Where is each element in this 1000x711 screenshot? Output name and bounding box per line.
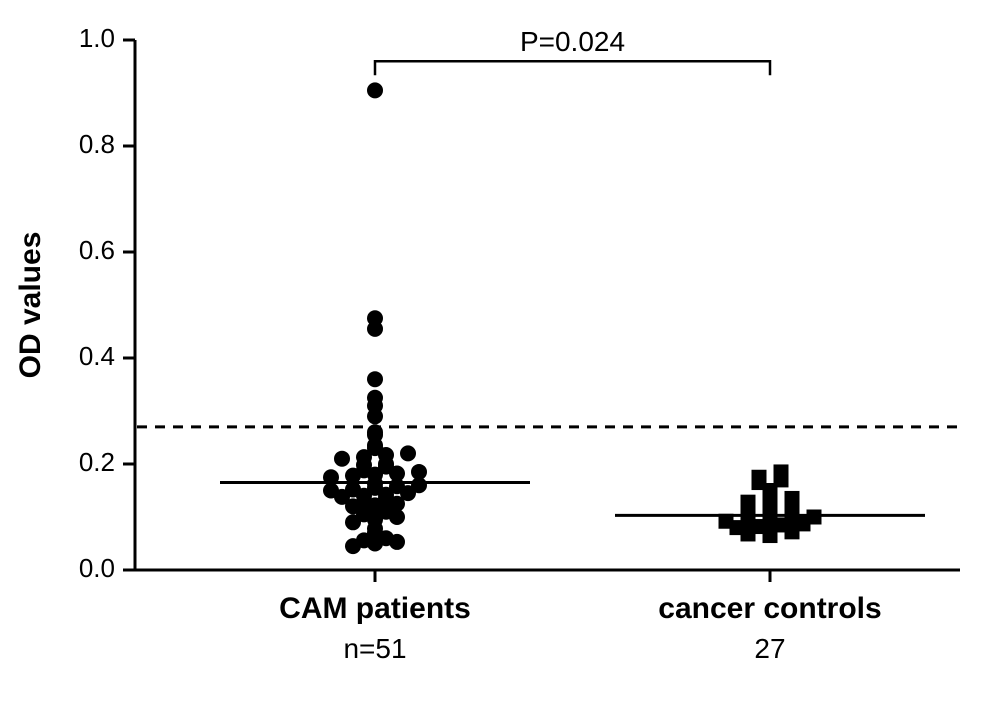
y-tick-label: 0.8 (79, 129, 115, 159)
x-category-sublabel: 27 (754, 633, 785, 664)
data-point-cam (334, 451, 350, 467)
chart-svg: P=0.024 0.0 0.2 0.4 0.6 0.8 1.0 OD values CAM … (0, 0, 1000, 711)
y-axis-label: OD values (14, 232, 47, 379)
y-tick-label: 0.0 (79, 553, 115, 583)
data-point-control (774, 464, 789, 479)
scatter-plot-figure: P=0.024 0.0 0.2 0.4 0.6 0.8 1.0 OD values CAM … (0, 0, 1000, 711)
data-point-control (785, 491, 800, 506)
data-point-control (741, 495, 756, 510)
y-tick-label: 0.4 (79, 341, 115, 371)
data-point-control (752, 470, 767, 485)
data-point-control (807, 510, 822, 525)
data-point-cam (367, 310, 383, 326)
data-point-cam (367, 390, 383, 406)
y-tick-label: 0.2 (79, 447, 115, 477)
x-category-label: cancer controls (658, 592, 881, 625)
p-value-label: P=0.024 (520, 26, 625, 57)
data-point-cam (367, 424, 383, 440)
x-category-label: CAM patients (279, 592, 471, 625)
data-point-cam (367, 82, 383, 98)
data-point-cam (400, 445, 416, 461)
x-category-sublabel: n=51 (343, 633, 406, 664)
y-tick-label: 0.6 (79, 235, 115, 265)
data-point-cam (411, 464, 427, 480)
y-tick-label: 1.0 (79, 23, 115, 53)
data-point-cam (367, 371, 383, 387)
comparison-bracket (375, 61, 770, 75)
